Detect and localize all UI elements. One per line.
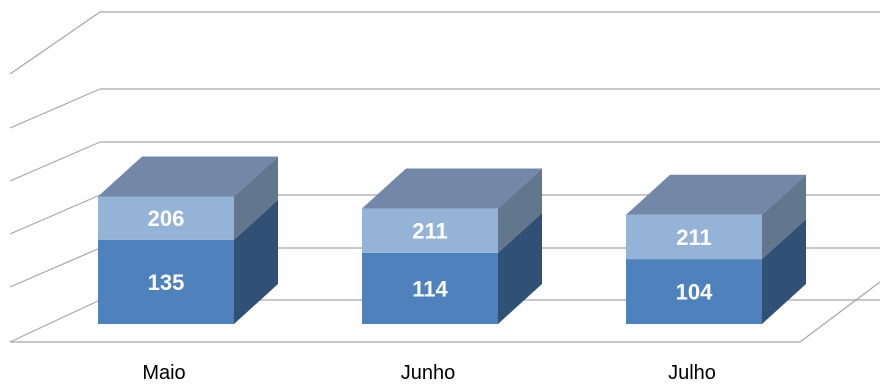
x-tick-label-Julho: Julho — [668, 362, 716, 384]
gridline-side-5 — [9, 11, 101, 75]
bar-front-Maio-series-0 — [98, 239, 234, 324]
x-tick-label-Maio: Maio — [142, 362, 185, 384]
bar-side-Julho-series-1 — [762, 174, 806, 260]
bar-front-Julho-series-0 — [626, 259, 762, 324]
bar-front-Junho-series-0 — [362, 252, 498, 324]
bar-front-Maio-series-1 — [98, 196, 234, 240]
bar-side-Maio-series-1 — [234, 156, 278, 240]
bar-front-Julho-series-1 — [626, 214, 762, 260]
bar-top-Maio — [98, 156, 278, 197]
x-tick-label-Junho: Junho — [401, 362, 456, 384]
bar-side-Maio-series-0 — [234, 199, 278, 324]
gridline-side-4 — [9, 88, 101, 129]
data-labels: 135 206 114 211 104 211 — [148, 206, 713, 304]
data-label-Junho-series-1: 211 — [412, 219, 448, 244]
bar-side-Julho-series-0 — [762, 219, 806, 324]
gridline-side-1 — [9, 247, 101, 288]
data-label-Julho-series-1: 211 — [676, 225, 712, 250]
data-label-Julho-series-0: 104 — [676, 280, 713, 305]
data-label-Maio-series-0: 135 — [148, 270, 185, 295]
x-tick-labels: Maio Junho Julho — [142, 362, 716, 384]
bar-side-Junho-series-0 — [498, 212, 542, 324]
gridline-side-0 — [9, 299, 101, 343]
bar-top-Junho — [362, 168, 542, 209]
gridline-side-2 — [9, 194, 101, 235]
floor-right-edge — [799, 281, 880, 343]
bar-side-Junho-series-1 — [498, 168, 542, 253]
bars — [98, 156, 806, 324]
bar-front-Junho-series-1 — [362, 208, 498, 253]
bar-top-Julho — [626, 174, 806, 215]
data-label-Maio-series-1: 206 — [148, 206, 185, 231]
gridline-side-3 — [9, 141, 101, 182]
data-label-Junho-series-0: 114 — [412, 276, 448, 301]
